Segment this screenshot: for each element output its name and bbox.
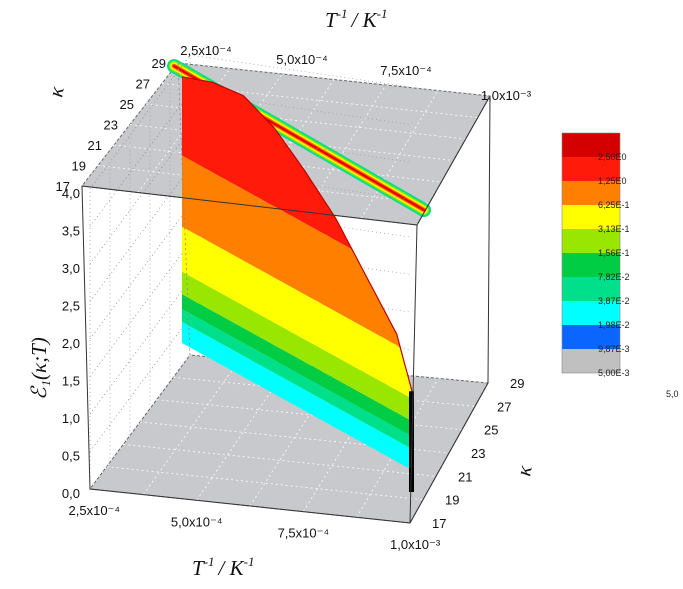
surface bbox=[181, 76, 414, 492]
z-tick-label: 1,5 bbox=[62, 374, 80, 389]
frame-edge bbox=[81, 185, 418, 226]
z-tick-label: 3,5 bbox=[62, 224, 80, 239]
legend-swatch bbox=[562, 157, 620, 181]
frame-back-edge bbox=[177, 62, 191, 356]
top-y-tick-label: 29 bbox=[152, 56, 166, 71]
right-y-tick-label: 27 bbox=[497, 399, 511, 414]
legend-swatch bbox=[562, 349, 620, 373]
floor-grid-line bbox=[123, 443, 437, 477]
right-y-tick-label: 17 bbox=[432, 516, 446, 531]
z-grid-line bbox=[89, 242, 191, 377]
z-tick-label: 1,0 bbox=[62, 411, 80, 426]
right-y-tick-label: 25 bbox=[484, 423, 498, 438]
bottom-x-tick-label: 5,0x10⁻⁴ bbox=[171, 514, 222, 529]
top-y-tick-label: 21 bbox=[88, 138, 102, 153]
legend-trailing-label: 5,0 bbox=[666, 389, 679, 399]
legend-level-label: 3,87E-2 bbox=[598, 296, 630, 306]
box-frame bbox=[81, 62, 491, 524]
bottom-x-tick-label: 1,0x10⁻³ bbox=[390, 537, 441, 552]
top-x-tick-label: 7,5x10⁻⁴ bbox=[380, 63, 431, 78]
frame-edge bbox=[409, 224, 418, 524]
top-grid-line bbox=[137, 68, 231, 193]
legend-level-label: 9,87E-3 bbox=[598, 344, 630, 354]
z-tick-label: 2,5 bbox=[62, 299, 80, 314]
right-y-tick-label: 23 bbox=[471, 446, 485, 461]
legend-level-label: 2,50E0 bbox=[598, 152, 627, 162]
top-y-tick-label: 19 bbox=[72, 159, 86, 174]
right-y-tick-label: 21 bbox=[458, 469, 472, 484]
frame-edge bbox=[81, 185, 91, 490]
legend-border bbox=[561, 132, 621, 374]
surface-band bbox=[182, 271, 412, 422]
top-y-tick-label: 23 bbox=[104, 118, 118, 133]
legend-level-label: 5,00E-3 bbox=[598, 368, 630, 378]
bottom-x-tick-label: 7,5x10⁻⁴ bbox=[278, 526, 329, 541]
legend-swatch bbox=[562, 277, 620, 301]
z-tick-label: 2,0 bbox=[62, 336, 80, 351]
top-y-tick-label: 27 bbox=[136, 77, 150, 92]
top-y-axis-title: κ bbox=[43, 84, 69, 99]
frame-edge bbox=[409, 382, 489, 524]
tick-labels: 0,0 0,5 1,0 1,5 2,0 2,5 3,0 3,5 4,0 2,5x10⁻⁴ 5,0x1… bbox=[56, 43, 532, 552]
z-tick-label: 3,0 bbox=[62, 261, 80, 276]
z-tick-label: 4,0 bbox=[62, 186, 80, 201]
right-y-axis-title: κ bbox=[511, 463, 537, 478]
surface-band bbox=[182, 294, 412, 437]
surface-band bbox=[182, 309, 412, 449]
frame-edge bbox=[416, 95, 491, 226]
top-x-tick-label: 5,0x10⁻⁴ bbox=[276, 52, 327, 67]
surface-band bbox=[182, 226, 412, 399]
top-y-tick-label: 17 bbox=[56, 179, 70, 194]
right-y-tick-label: 19 bbox=[445, 493, 459, 508]
bottom-x-tick-label: 2,5x10⁻⁴ bbox=[69, 503, 120, 518]
surface-band bbox=[182, 76, 412, 392]
z-axis-title: ℰ₁(κ;T) bbox=[27, 337, 51, 400]
legend-level-label: 1,56E-1 bbox=[598, 248, 630, 258]
surface-band bbox=[182, 155, 412, 392]
legend-level-label: 7,82E-2 bbox=[598, 272, 630, 282]
legend-swatch bbox=[562, 301, 620, 325]
legend-swatch bbox=[562, 325, 620, 349]
legend-swatch bbox=[562, 133, 620, 157]
legend-swatch bbox=[562, 181, 620, 205]
surface-band bbox=[182, 322, 412, 470]
legend-level-label: 1,98E-2 bbox=[598, 320, 630, 330]
top-y-tick-label: 25 bbox=[120, 97, 134, 112]
bottom-x-axis-title: T-1/ K-1 bbox=[192, 554, 254, 580]
top-grid-line bbox=[129, 124, 454, 161]
z-grid-line bbox=[89, 204, 191, 340]
top-grid-line bbox=[81, 62, 179, 187]
legend-level-label: 3,13E-1 bbox=[598, 224, 630, 234]
z-tick-label: 0,5 bbox=[62, 449, 80, 464]
top-x-tick-label: 2,5x10⁻⁴ bbox=[180, 43, 231, 58]
legend-swatch bbox=[562, 229, 620, 253]
frame-edge bbox=[487, 95, 491, 384]
top-grid-line bbox=[304, 84, 387, 213]
right-y-tick-label: 29 bbox=[510, 376, 524, 391]
legend-level-label: 6,25E-1 bbox=[598, 200, 630, 210]
surface-top-edge bbox=[181, 76, 413, 392]
legend-swatch bbox=[562, 205, 620, 229]
top-x-tick-label: 1,0x10⁻³ bbox=[481, 88, 532, 103]
top-x-axis-title: T-1/ K-1 bbox=[325, 6, 387, 32]
color-legend: 2,50E0 1,25E0 6,25E-1 3,13E-1 1,56E-1 7,82E-2… bbox=[561, 132, 679, 399]
legend-level-label: 1,25E0 bbox=[598, 176, 627, 186]
legend-swatch bbox=[562, 253, 620, 277]
frame-edge bbox=[89, 488, 411, 524]
z-tick-label: 0,0 bbox=[62, 486, 80, 501]
